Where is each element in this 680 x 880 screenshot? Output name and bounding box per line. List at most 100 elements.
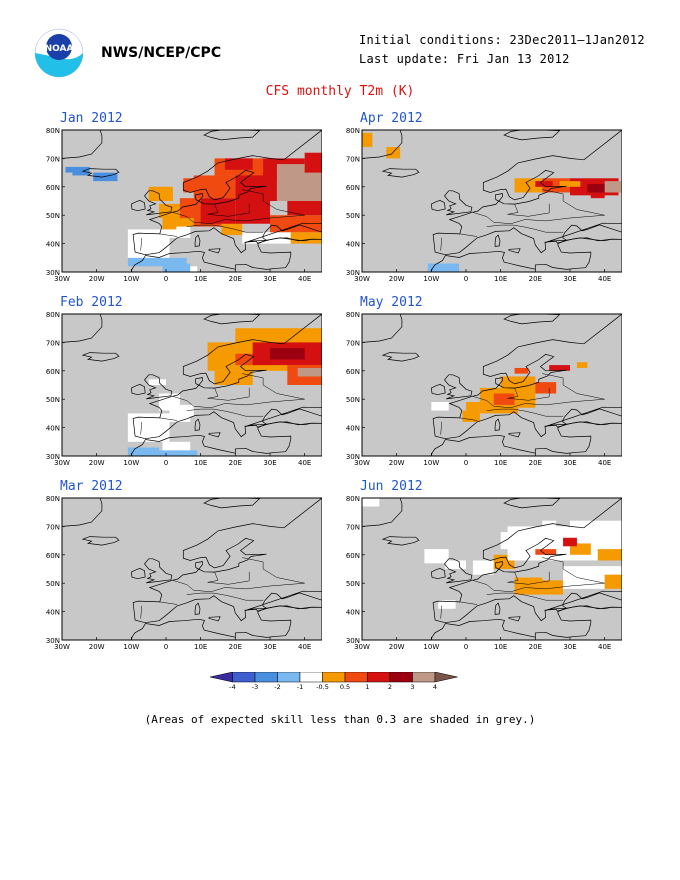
colorbar-swatch	[412, 672, 436, 683]
coastline	[81, 168, 120, 178]
border-line	[542, 373, 605, 400]
panel-title-feb: Feb 2012	[60, 295, 123, 310]
colorbar-label: -0.5	[316, 683, 329, 691]
lon-tick-label: 20E	[529, 275, 542, 283]
anomaly-cell	[424, 549, 449, 564]
lon-tick-label: 0	[464, 275, 468, 283]
anomaly-cell	[590, 192, 605, 199]
border-line	[472, 580, 605, 592]
lon-tick-label: 20W	[89, 459, 105, 467]
lat-tick-label: 80N	[346, 495, 360, 503]
panel-title-may: May 2012	[360, 295, 423, 310]
lat-tick-label: 70N	[346, 339, 360, 347]
lat-tick-label: 30N	[346, 637, 360, 645]
lat-tick-label: 80N	[46, 495, 60, 503]
anomaly-cell	[169, 226, 191, 238]
panel-title-jan: Jan 2012	[60, 111, 123, 126]
coastline	[62, 130, 103, 159]
lat-tick-label: 60N	[346, 552, 360, 560]
coastline	[144, 190, 173, 216]
lon-tick-label: 10E	[494, 275, 507, 283]
lon-tick-label: 30W	[54, 459, 70, 467]
coastline	[203, 498, 261, 509]
anomaly-cell	[535, 382, 557, 394]
panel-title-mar: Mar 2012	[60, 479, 123, 494]
coastline	[130, 421, 322, 456]
anomaly-cell	[362, 132, 373, 148]
lat-tick-label: 70N	[46, 523, 60, 531]
org-name: NWS/NCEP/CPC	[101, 45, 222, 61]
lat-tick-label: 80N	[46, 127, 60, 135]
coastline	[430, 237, 622, 272]
colorbar-label: 1	[365, 683, 369, 691]
border-line	[207, 203, 250, 217]
lat-tick-label: 30N	[46, 637, 60, 645]
lat-tick-label: 30N	[46, 453, 60, 461]
coastline	[444, 374, 473, 400]
lon-tick-label: 10W	[123, 459, 139, 467]
coastline	[362, 498, 403, 527]
anomaly-cell	[362, 498, 380, 507]
anomaly-cell	[93, 172, 118, 182]
coastline	[503, 130, 561, 141]
coastline	[503, 314, 561, 325]
colorbar-label: 3	[410, 683, 414, 691]
coastline	[430, 384, 446, 396]
lon-tick-label: 10W	[423, 643, 439, 651]
coastline	[130, 237, 322, 272]
lon-tick-label: 20W	[389, 275, 405, 283]
lat-tick-label: 80N	[346, 311, 360, 319]
border-line	[459, 417, 478, 421]
anomaly-cell	[462, 410, 480, 422]
anomaly-cell	[549, 365, 570, 371]
coastline	[132, 314, 322, 440]
lon-tick-label: 10W	[123, 643, 139, 651]
border-line	[159, 601, 178, 605]
lon-tick-label: 10E	[494, 459, 507, 467]
lat-tick-label: 80N	[346, 127, 360, 135]
anomaly-cell	[242, 232, 291, 244]
anomaly-cell	[162, 441, 191, 451]
anomaly-cell	[270, 348, 305, 360]
colorbar-label: -4	[229, 683, 235, 691]
lon-tick-label: 30E	[563, 275, 576, 283]
color-bar: -4 -3 -2 -1 -0.5 0.5 1 2 3 4	[209, 672, 458, 691]
coastline	[432, 314, 622, 440]
anomaly-cell	[535, 549, 557, 555]
anomaly-cell	[466, 402, 480, 411]
coastline	[144, 558, 173, 584]
colorbar-label: -1	[297, 683, 303, 691]
anomaly-cell	[207, 342, 236, 371]
anomaly-cell	[514, 367, 529, 374]
coastline	[362, 314, 403, 343]
coastline	[203, 314, 261, 325]
lat-tick-label: 50N	[346, 212, 360, 220]
coastline	[81, 352, 120, 362]
colorbar-label: -2	[274, 683, 280, 691]
anomaly-cell	[221, 220, 243, 236]
lon-tick-label: 30E	[263, 459, 276, 467]
border-line	[440, 237, 442, 251]
anomaly-cell	[559, 181, 581, 187]
lat-tick-label: 60N	[46, 368, 60, 376]
coastline	[494, 418, 501, 431]
border-line	[242, 189, 305, 216]
colorbar-label: -3	[252, 683, 258, 691]
border-line	[486, 408, 564, 417]
anomaly-cell	[576, 362, 588, 368]
border-line	[159, 233, 178, 237]
coastline	[194, 418, 201, 431]
border-line	[242, 373, 305, 400]
map-frame	[361, 129, 622, 273]
lat-tick-label: 70N	[46, 339, 60, 347]
lat-tick-label: 50N	[346, 396, 360, 404]
skill-note: (Areas of expected skill less than 0.3 a…	[144, 713, 536, 726]
coastline	[508, 616, 521, 622]
coastline	[208, 616, 221, 622]
lon-tick-label: 30W	[54, 643, 70, 651]
lon-tick-label: 10W	[123, 275, 139, 283]
lat-tick-label: 40N	[46, 425, 60, 433]
